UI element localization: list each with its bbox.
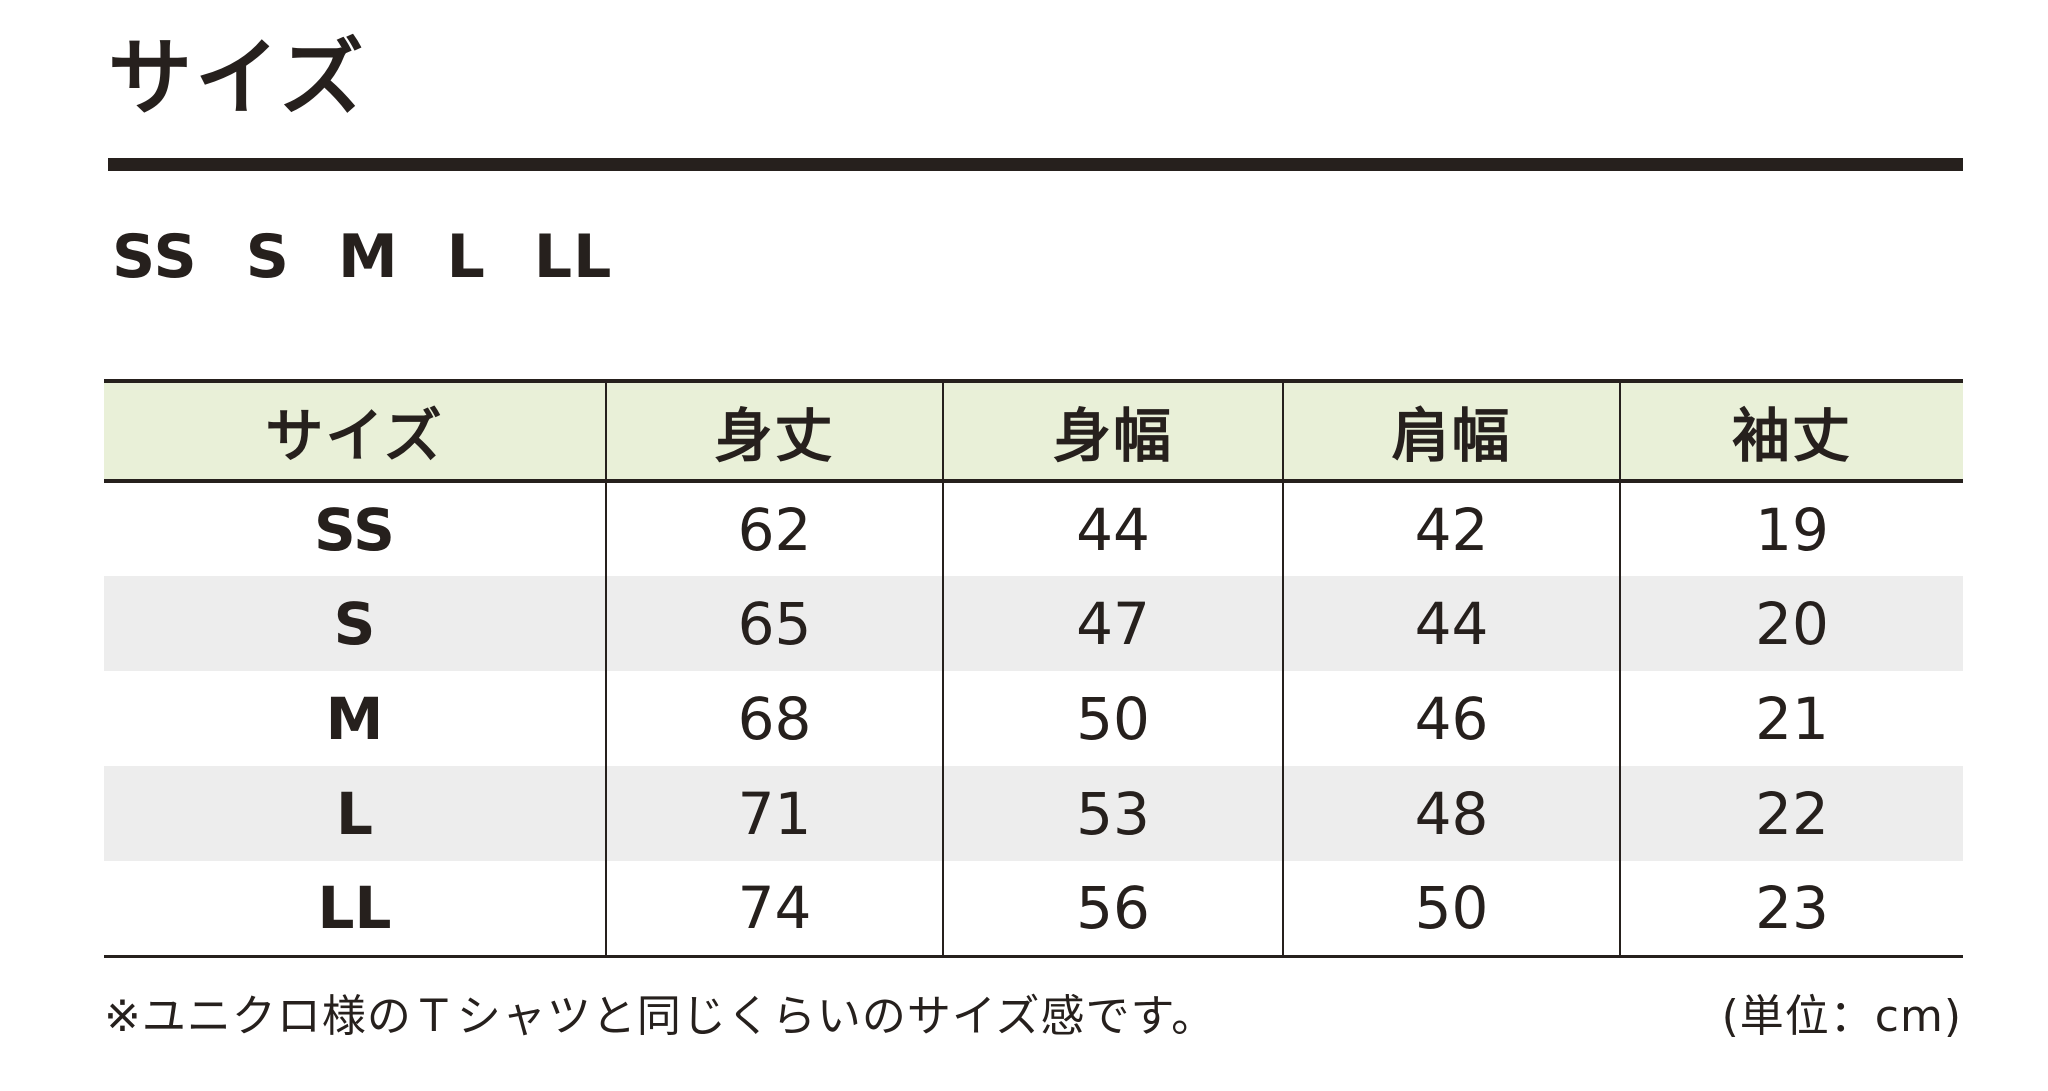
size-option-s: S — [245, 222, 290, 292]
cell-body-length: 74 — [605, 861, 943, 958]
unit-label: (単位：cm) — [1721, 991, 1962, 1042]
available-sizes-list: SS S M L LL — [112, 222, 612, 292]
cell-body-width: 47 — [942, 576, 1283, 671]
column-header-body-width: 身幅 — [942, 379, 1283, 483]
table-header-row: サイズ 身丈 身幅 肩幅 袖丈 — [104, 379, 1963, 483]
cell-body-width: 50 — [942, 671, 1283, 766]
cell-body-width: 56 — [942, 861, 1283, 958]
cell-size: SS — [314, 495, 395, 564]
table-row-ss: SS 62 44 42 19 — [104, 481, 1963, 576]
cell-size: L — [336, 779, 373, 848]
cell-size: S — [333, 589, 376, 658]
column-header-size: サイズ — [104, 379, 606, 483]
cell-shoulder-width: 50 — [1282, 861, 1620, 958]
column-header-body-length: 身丈 — [605, 379, 943, 483]
cell-shoulder-width: 48 — [1282, 766, 1620, 861]
cell-size: M — [325, 684, 384, 753]
cell-shoulder-width: 42 — [1282, 481, 1620, 576]
size-option-m: M — [337, 222, 399, 292]
cell-body-length: 62 — [605, 481, 943, 576]
size-option-l: L — [446, 222, 486, 292]
table-row-l: L 71 53 48 22 — [104, 766, 1963, 861]
cell-sleeve-length: 20 — [1619, 576, 1963, 671]
cell-body-length: 68 — [605, 671, 943, 766]
cell-shoulder-width: 44 — [1282, 576, 1620, 671]
size-measurements-table: サイズ 身丈 身幅 肩幅 袖丈 SS 62 44 42 19 S 65 47 4… — [104, 379, 1963, 958]
cell-sleeve-length: 19 — [1619, 481, 1963, 576]
column-header-shoulder-width: 肩幅 — [1282, 379, 1620, 483]
size-option-ll: LL — [533, 222, 613, 292]
title-divider-rule — [108, 158, 1963, 171]
size-option-ss: SS — [112, 222, 198, 292]
table-row-ll: LL 74 56 50 23 — [104, 861, 1963, 958]
cell-size: LL — [104, 861, 606, 958]
table-row-s: S 65 47 44 20 — [104, 576, 1963, 671]
cell-sleeve-length: 23 — [1619, 861, 1963, 958]
cell-body-width: 53 — [942, 766, 1283, 861]
table-row-m: M 68 50 46 21 — [104, 671, 1963, 766]
sizing-footnote: ※ユニクロ様のＴシャツと同じくらいのサイズ感です。 — [104, 991, 1217, 1042]
cell-body-length: 71 — [605, 766, 943, 861]
cell-body-width: 44 — [942, 481, 1283, 576]
cell-sleeve-length: 21 — [1619, 671, 1963, 766]
cell-sleeve-length: 22 — [1619, 766, 1963, 861]
page-title: サイズ — [108, 29, 367, 127]
column-header-sleeve-length: 袖丈 — [1619, 379, 1963, 483]
cell-body-length: 65 — [605, 576, 943, 671]
cell-shoulder-width: 46 — [1282, 671, 1620, 766]
